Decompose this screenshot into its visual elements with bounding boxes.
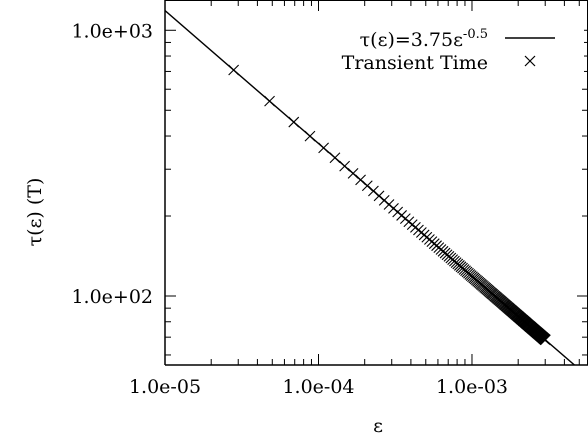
y-axis-label: τ(ε) (T) — [24, 178, 46, 247]
x-axis-label: ε — [373, 415, 383, 437]
data-point — [318, 142, 330, 154]
x-tick-label: 1.0e-03 — [436, 376, 508, 398]
legend-entry-points-label: Transient Time — [342, 52, 488, 74]
data-point — [329, 152, 341, 164]
axis-ticks: 1.0e-05 1.0e-04 1.0e-03 1.0e+02 1.0e+03 — [71, 0, 588, 398]
data-point — [361, 180, 373, 192]
legend-entry-points-marker — [524, 55, 536, 67]
y-tick-label: 1.0e+03 — [71, 20, 153, 42]
data-point — [347, 168, 359, 179]
legend-entry-fit-label: τ(ε)=3.75ε-0.5 — [360, 27, 488, 51]
data-point — [540, 334, 551, 346]
data-point — [355, 174, 366, 186]
legend-entry-fit-exponent: -0.5 — [463, 27, 488, 42]
y-tick-label: 1.0e+02 — [71, 286, 153, 308]
legend: τ(ε)=3.75ε-0.5 Transient Time — [272, 22, 584, 82]
legend-background — [272, 22, 584, 82]
data-point — [264, 95, 275, 107]
transient-time-series — [228, 64, 551, 346]
x-tick-label: 1.0e-05 — [129, 376, 201, 398]
x-tick-label: 1.0e-04 — [282, 376, 354, 398]
data-point — [304, 130, 316, 142]
data-point — [228, 64, 240, 76]
data-point — [339, 160, 351, 172]
data-point — [288, 116, 300, 128]
